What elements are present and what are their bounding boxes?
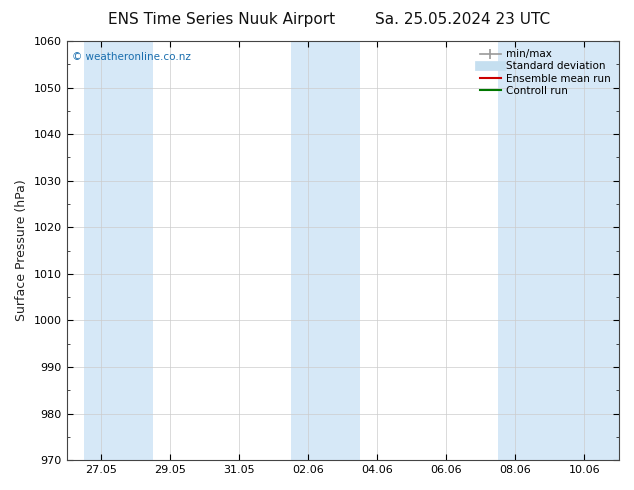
Bar <box>291 41 360 460</box>
Bar <box>84 41 153 460</box>
Bar <box>498 41 619 460</box>
Y-axis label: Surface Pressure (hPa): Surface Pressure (hPa) <box>15 180 28 321</box>
Text: © weatheronline.co.nz: © weatheronline.co.nz <box>72 51 191 62</box>
Text: ENS Time Series Nuuk Airport: ENS Time Series Nuuk Airport <box>108 12 335 27</box>
Text: Sa. 25.05.2024 23 UTC: Sa. 25.05.2024 23 UTC <box>375 12 550 27</box>
Legend: min/max, Standard deviation, Ensemble mean run, Controll run: min/max, Standard deviation, Ensemble me… <box>477 46 614 99</box>
